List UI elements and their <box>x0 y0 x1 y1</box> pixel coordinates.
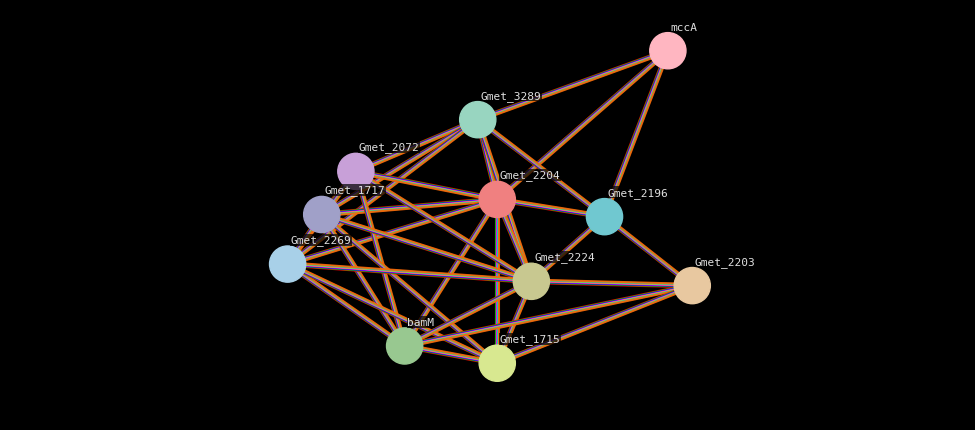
Text: Gmet_1717: Gmet_1717 <box>325 185 385 196</box>
Ellipse shape <box>513 264 550 300</box>
Ellipse shape <box>479 345 516 381</box>
Ellipse shape <box>459 102 496 138</box>
Text: mccA: mccA <box>671 23 697 33</box>
Text: Gmet_2072: Gmet_2072 <box>359 142 419 153</box>
Text: Gmet_3289: Gmet_3289 <box>481 91 541 101</box>
Text: bamM: bamM <box>408 317 434 327</box>
Ellipse shape <box>649 34 686 70</box>
Ellipse shape <box>674 268 711 304</box>
Text: Gmet_2204: Gmet_2204 <box>500 170 561 181</box>
Text: Gmet_2269: Gmet_2269 <box>291 235 351 246</box>
Ellipse shape <box>337 154 374 190</box>
Ellipse shape <box>269 246 306 283</box>
Text: Gmet_2203: Gmet_2203 <box>695 256 756 267</box>
Ellipse shape <box>303 197 340 233</box>
Text: Gmet_2224: Gmet_2224 <box>534 252 595 263</box>
Text: Gmet_1715: Gmet_1715 <box>500 334 561 344</box>
Ellipse shape <box>386 328 423 364</box>
Ellipse shape <box>586 199 623 235</box>
Text: Gmet_2196: Gmet_2196 <box>607 187 668 198</box>
Ellipse shape <box>479 182 516 218</box>
